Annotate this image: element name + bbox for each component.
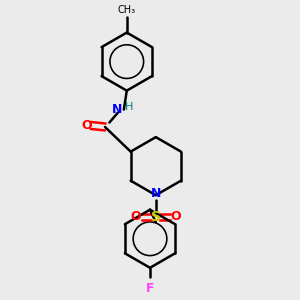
Text: O: O — [81, 119, 92, 132]
Text: O: O — [170, 211, 181, 224]
Text: H: H — [125, 102, 133, 112]
Text: N: N — [111, 103, 122, 116]
Text: O: O — [131, 211, 141, 224]
Text: S: S — [151, 210, 161, 224]
Text: N: N — [151, 187, 161, 200]
Text: CH₃: CH₃ — [118, 5, 136, 15]
Text: F: F — [146, 282, 154, 295]
